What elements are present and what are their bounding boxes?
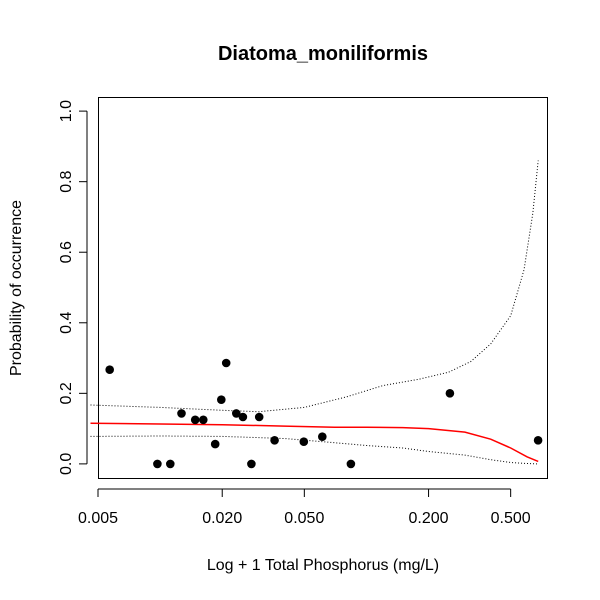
x-tick-label: 0.020 xyxy=(202,510,242,527)
data-point xyxy=(210,439,220,449)
data-point xyxy=(254,412,264,422)
plot-series xyxy=(90,160,543,469)
data-point xyxy=(221,358,231,368)
data-point xyxy=(177,409,186,418)
lower-confidence-line xyxy=(90,435,539,465)
fitted-probability-line xyxy=(90,422,539,463)
y-tick-label: 0.8 xyxy=(58,170,75,192)
x-tick-label: 0.200 xyxy=(409,510,449,527)
x-axis: 0.005 0.020 0.050 0.200 0.500 xyxy=(78,488,531,527)
data-point xyxy=(190,415,200,425)
data-point xyxy=(299,437,309,447)
plot-box xyxy=(98,97,548,479)
data-point xyxy=(247,459,256,469)
data-point xyxy=(153,459,162,469)
x-tick-label: 0.500 xyxy=(491,510,531,527)
y-axis-label: Probability of occurrence xyxy=(8,200,25,376)
data-point xyxy=(199,415,208,425)
chart-title: Diatoma_moniliformis xyxy=(218,43,428,65)
data-point xyxy=(217,395,226,405)
y-tick-label: 0.0 xyxy=(58,453,75,475)
y-tick-label: 0.4 xyxy=(58,312,75,334)
x-tick-label: 0.050 xyxy=(284,510,324,527)
data-point xyxy=(166,459,175,469)
data-point xyxy=(445,389,455,398)
data-point xyxy=(270,436,279,445)
y-tick-label: 0.2 xyxy=(58,382,75,404)
data-point xyxy=(105,365,114,375)
data-point xyxy=(232,409,241,418)
y-tick-label: 1.0 xyxy=(58,100,75,122)
data-point xyxy=(318,432,327,442)
data-point xyxy=(533,436,543,445)
y-axis: 0.0 0.2 0.4 0.6 0.8 1.0 xyxy=(58,100,88,475)
data-point xyxy=(238,412,248,422)
x-axis-label: Log + 1 Total Phosphorus (mg/L) xyxy=(207,557,439,574)
x-tick-label: 0.005 xyxy=(78,510,118,527)
data-point xyxy=(346,459,356,469)
upper-confidence-line xyxy=(90,160,539,413)
y-tick-label: 0.6 xyxy=(58,241,75,263)
